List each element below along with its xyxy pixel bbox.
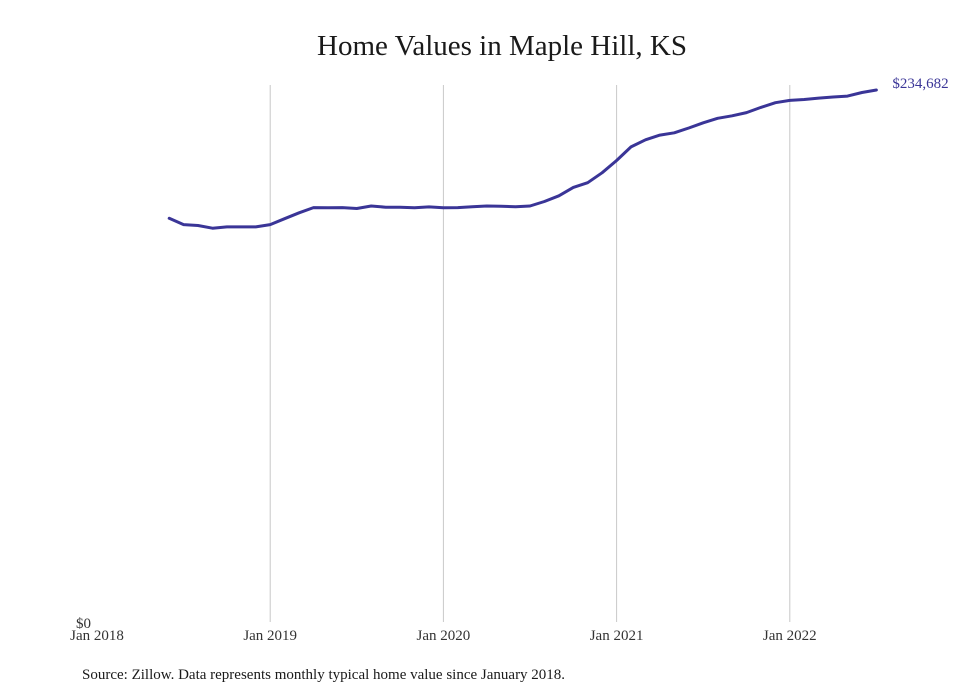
y-tick-label: $0	[76, 616, 91, 632]
x-tick-label: Jan 2019	[243, 628, 297, 644]
source-note: Source: Zillow. Data represents monthly …	[82, 667, 566, 683]
gridlines	[269, 85, 791, 622]
chart-title: Home Values in Maple Hill, KS	[317, 30, 687, 62]
x-tick-label: Jan 2021	[590, 628, 644, 644]
x-tick-label: Jan 2020	[417, 628, 471, 644]
x-tick-label: Jan 2022	[763, 628, 817, 644]
x-tick-label: Jan 2018	[70, 628, 124, 644]
series-line	[167, 88, 878, 230]
x-axis-ticks: Jan 2018 Jan 2019 Jan 2020 Jan 2021 Jan 2022	[70, 628, 817, 644]
end-value-label: $234,682	[892, 76, 948, 92]
